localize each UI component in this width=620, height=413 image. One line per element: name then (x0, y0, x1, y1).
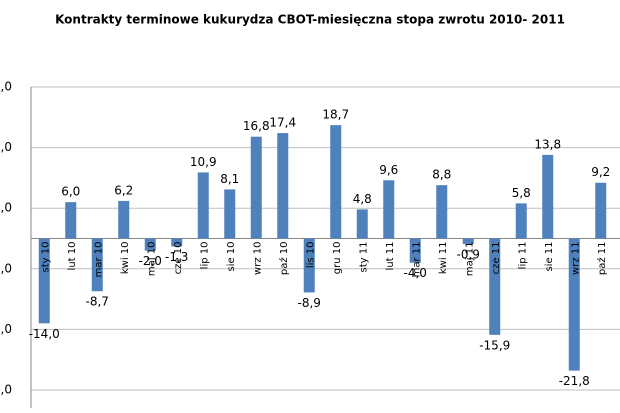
value-label: 8,1 (220, 172, 239, 186)
x-tick-label: lip 10 (199, 242, 210, 270)
bar (303, 238, 315, 293)
x-tick-label: paź 11 (596, 242, 608, 276)
bar (542, 154, 554, 239)
bar (250, 136, 262, 239)
bar (91, 238, 103, 292)
bar (409, 238, 421, 263)
x-tick-label: lis 10 (305, 242, 316, 269)
value-label: -21,8 (559, 374, 590, 388)
bar (171, 238, 183, 247)
bar (356, 209, 368, 239)
value-label: 9,2 (591, 165, 610, 179)
x-tick-label: cze 10 (173, 242, 184, 275)
bar (330, 125, 342, 239)
value-label: 4,8 (353, 192, 372, 206)
y-tick-label: 15,0 (0, 140, 12, 154)
value-label: -1,3 (165, 250, 188, 264)
bar (197, 172, 209, 239)
value-label: -4,0 (404, 266, 427, 280)
x-tick-label: sty 11 (358, 242, 369, 273)
x-tick-label: lut 10 (67, 242, 78, 271)
value-label: 16,8 (243, 119, 270, 133)
x-tick-label: sty 10 (40, 242, 51, 273)
value-label: 8,8 (432, 168, 451, 182)
x-tick-label: mar 11 (411, 242, 422, 278)
x-tick-label: wrz 10 (252, 242, 263, 275)
bar (489, 238, 501, 335)
x-tick-label: lip 11 (517, 242, 528, 270)
value-label: -8,7 (86, 295, 109, 309)
y-tick-label: 25,0 (0, 80, 12, 94)
x-tick-label: cze 11 (491, 242, 502, 275)
bar (568, 238, 580, 371)
x-tick-label: sie 11 (544, 242, 555, 272)
value-label: 5,8 (512, 186, 531, 200)
x-tick-label: mar 10 (93, 242, 104, 278)
value-label: -14,0 (29, 327, 60, 341)
bar (224, 189, 236, 239)
value-label: -2,0 (139, 254, 162, 268)
value-label: 9,6 (379, 163, 398, 177)
bar (383, 180, 395, 239)
x-tick-label: kwi 10 (120, 242, 131, 275)
y-tick-label: 5,0 (0, 201, 12, 215)
x-tick-label: kwi 11 (438, 242, 449, 275)
x-tick-label: maj 10 (146, 242, 157, 277)
value-label: 17,4 (269, 116, 296, 130)
y-tick-label: -15,0 (0, 322, 12, 336)
value-label: -8,9 (298, 296, 321, 310)
value-label: 6,0 (61, 185, 80, 199)
x-tick-label: sie 10 (226, 242, 237, 272)
value-label: 13,8 (534, 137, 561, 151)
bar (144, 238, 156, 251)
x-tick-label: wrz 11 (570, 242, 581, 275)
value-label: 10,9 (190, 155, 217, 169)
x-tick-label: paź 10 (278, 242, 290, 276)
bar (595, 182, 607, 239)
value-label: -15,9 (479, 338, 510, 352)
chart-title: Kontrakty terminowe kukurydza CBOT-miesi… (55, 13, 565, 27)
bar (38, 238, 50, 324)
bar (65, 202, 77, 239)
x-tick-label: maj 11 (464, 242, 475, 277)
y-tick-label: -25,0 (0, 383, 12, 397)
x-tick-label: lut 11 (385, 242, 396, 271)
bar (118, 200, 130, 239)
bar (277, 133, 289, 239)
value-label: 18,7 (322, 108, 349, 122)
value-label: -0,9 (457, 247, 480, 261)
y-tick-label: -5,0 (0, 261, 12, 275)
bar (436, 185, 448, 239)
bar (462, 238, 474, 244)
value-label: 6,2 (114, 183, 133, 197)
x-tick-label: gru 10 (332, 242, 343, 275)
bar (515, 203, 527, 239)
